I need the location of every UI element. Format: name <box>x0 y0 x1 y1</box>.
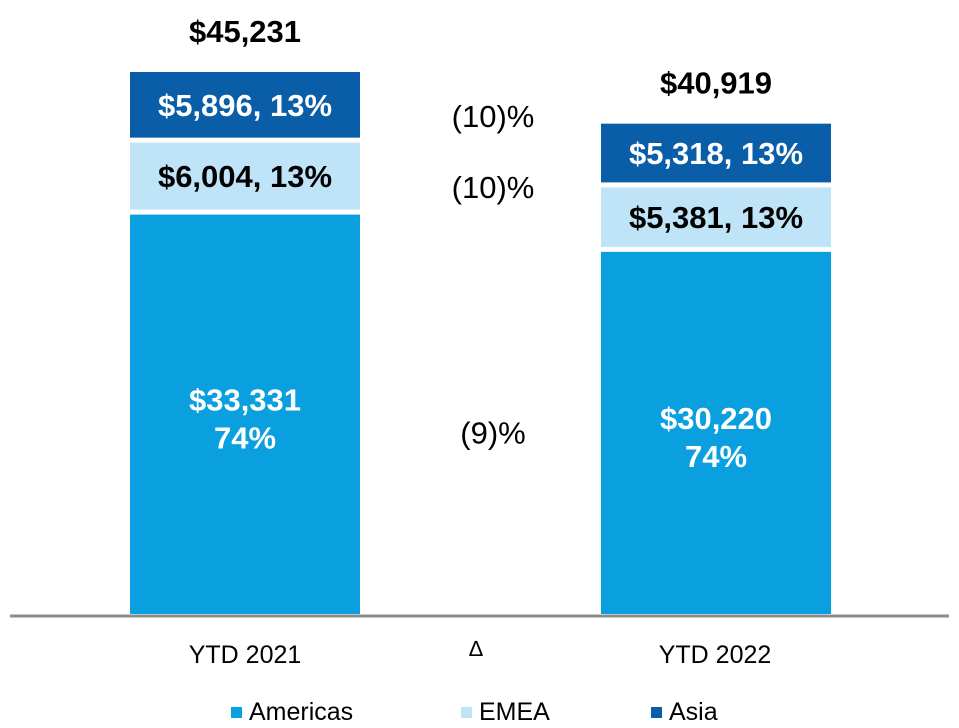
data-label-asia-ytd-2021: $5,896, 13% <box>158 88 332 123</box>
total-label-ytd-2022: $40,919 <box>660 66 772 101</box>
bar-asia-ytd-2021 <box>130 72 360 138</box>
data-label-asia-ytd-2022: $5,318, 13% <box>629 136 803 171</box>
category-label-ytd-2021: YTD 2021 <box>189 641 302 669</box>
category-label-ytd-2022: YTD 2022 <box>659 641 772 669</box>
bar-asia-ytd-2022 <box>601 123 831 183</box>
bar-emea-ytd-2022 <box>601 187 831 247</box>
category-labels: YTD 2021 ∆ YTD 2022 <box>189 636 772 669</box>
bar-americas-ytd-2021 <box>130 214 360 614</box>
delta-label-americas: (9)% <box>460 415 525 450</box>
legend-item-americas: Americas <box>231 698 353 726</box>
data-label-americas-ytd-2022: $30,220 <box>660 401 772 436</box>
legend-label-americas: Americas <box>249 698 353 726</box>
bar-emea-ytd-2021 <box>130 142 360 210</box>
bar-americas-ytd-2022 <box>601 251 831 614</box>
data-label-emea-ytd-2021: $6,004, 13% <box>158 159 332 194</box>
legend-swatch-americas <box>231 707 242 718</box>
total-label-ytd-2021: $45,231 <box>189 14 301 49</box>
legend: Americas EMEA Asia <box>231 698 718 726</box>
delta-header-label: ∆ <box>469 636 483 661</box>
delta-label-asia: (10)% <box>452 99 535 134</box>
legend-swatch-asia <box>651 707 662 718</box>
share-label-americas-ytd-2021: 74% <box>214 420 276 455</box>
legend-label-emea: EMEA <box>479 698 550 726</box>
legend-swatch-emea <box>461 707 472 718</box>
legend-item-asia: Asia <box>651 698 718 726</box>
share-label-americas-ytd-2022: 74% <box>685 439 747 474</box>
legend-label-asia: Asia <box>669 698 718 726</box>
delta-label-emea: (10)% <box>452 170 535 205</box>
data-label-emea-ytd-2022: $5,381, 13% <box>629 200 803 235</box>
data-label-americas-ytd-2021: $33,331 <box>189 382 301 417</box>
bars-layer <box>130 72 831 614</box>
legend-item-emea: EMEA <box>461 698 550 726</box>
